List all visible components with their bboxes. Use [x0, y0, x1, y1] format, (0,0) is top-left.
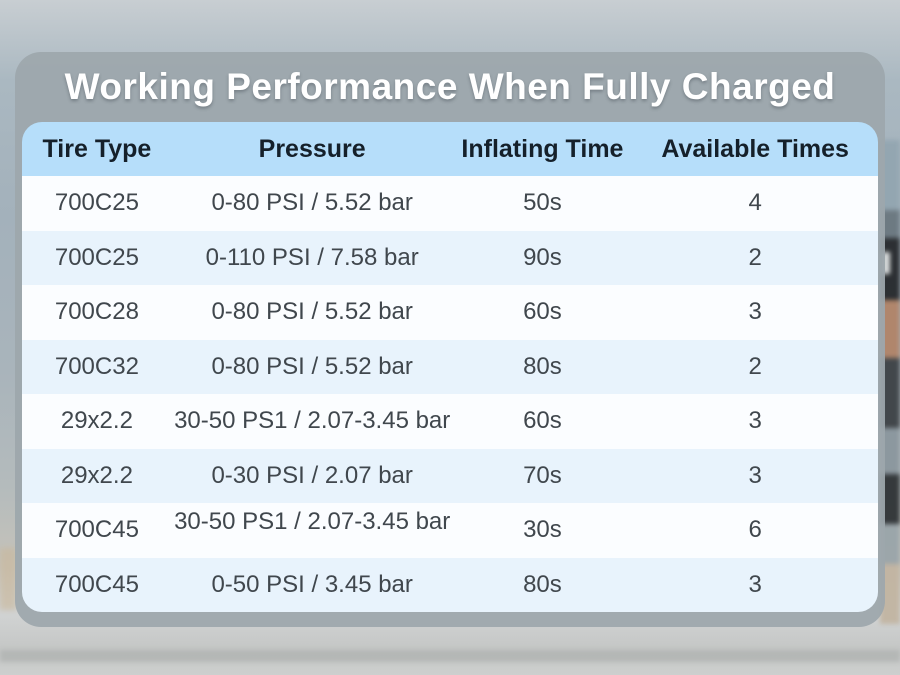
- cell-tire-type: 29x2.2: [60, 461, 133, 489]
- table-row: 700C45 30-50 PS1 / 2.07-3.45 bar 30s 6: [22, 503, 878, 558]
- cell-tire-type: 700C25: [54, 243, 139, 271]
- table-row: 29x2.2 0-30 PSI / 2.07 bar 70s 3: [22, 448, 878, 503]
- table-row: 700C28 0-80 PSI / 5.52 bar 60s 3: [22, 285, 878, 340]
- table-body: 700C25 0-80 PSI / 5.52 bar 50s 4 700C25 …: [22, 176, 878, 612]
- cell-pressure: 0-30 PSI / 2.07 bar: [211, 461, 413, 489]
- cell-available-times: 2: [748, 352, 762, 380]
- cell-inflating-time: 60s: [523, 407, 562, 435]
- cell-available-times: 4: [748, 189, 762, 217]
- cell-pressure: 0-80 PSI / 5.52 bar: [211, 298, 413, 326]
- cell-available-times: 2: [748, 243, 762, 271]
- cell-available-times: 6: [748, 516, 762, 544]
- cell-inflating-time: 80s: [523, 352, 562, 380]
- cell-tire-type: 29x2.2: [60, 407, 133, 435]
- beach-photo-fragment: [0, 548, 16, 610]
- cell-available-times: 3: [748, 461, 762, 489]
- cell-available-times: 3: [748, 570, 762, 598]
- performance-table: Tire Type Pressure Inflating Time Availa…: [22, 122, 878, 612]
- cell-inflating-time: 70s: [523, 461, 562, 489]
- cell-pressure: 0-50 PSI / 3.45 bar: [211, 570, 413, 598]
- cell-inflating-time: 60s: [523, 298, 562, 326]
- table-row: 700C45 0-50 PSI / 3.45 bar 80s 3: [22, 557, 878, 612]
- table-row: 700C25 0-80 PSI / 5.52 bar 50s 4: [22, 176, 878, 231]
- cyclist-photo-fragment: [880, 140, 900, 640]
- cell-inflating-time: 90s: [523, 243, 562, 271]
- cell-pressure: 30-50 PS1 / 2.07-3.45 bar: [174, 508, 451, 536]
- cell-tire-type: 700C32: [54, 352, 139, 380]
- table-row: 700C25 0-110 PSI / 7.58 bar 90s 2: [22, 230, 878, 285]
- column-header-available-times: Available Times: [661, 134, 849, 163]
- cell-tire-type: 700C28: [54, 298, 139, 326]
- column-header-inflating-time: Inflating Time: [461, 134, 624, 163]
- table-header-row: Tire Type Pressure Inflating Time Availa…: [22, 122, 878, 176]
- cell-tire-type: 700C45: [54, 516, 139, 544]
- cell-tire-type: 700C25: [54, 189, 139, 217]
- cell-inflating-time: 50s: [523, 189, 562, 217]
- cell-pressure: 0-110 PSI / 7.58 bar: [205, 243, 419, 271]
- page-title: Working Performance When Fully Charged: [64, 66, 836, 107]
- performance-card: Working Performance When Fully Charged T…: [15, 52, 885, 627]
- table-row: 700C32 0-80 PSI / 5.52 bar 80s 2: [22, 339, 878, 394]
- table-row: 29x2.2 30-50 PS1 / 2.07-3.45 bar 60s 3: [22, 394, 878, 449]
- cell-pressure: 30-50 PS1 / 2.07-3.45 bar: [174, 407, 451, 435]
- cyclist-helmet-blur: [880, 238, 900, 300]
- column-header-pressure: Pressure: [258, 134, 366, 163]
- cell-inflating-time: 80s: [523, 570, 562, 598]
- cell-pressure: 0-80 PSI / 5.52 bar: [211, 189, 413, 217]
- cell-available-times: 3: [748, 298, 762, 326]
- horizon-blur-band: [0, 650, 900, 662]
- cell-tire-type: 700C45: [54, 570, 139, 598]
- cell-available-times: 3: [748, 407, 762, 435]
- cell-pressure: 0-80 PSI / 5.52 bar: [211, 352, 413, 380]
- column-header-tire-type: Tire Type: [42, 134, 152, 163]
- cell-inflating-time: 30s: [523, 516, 562, 544]
